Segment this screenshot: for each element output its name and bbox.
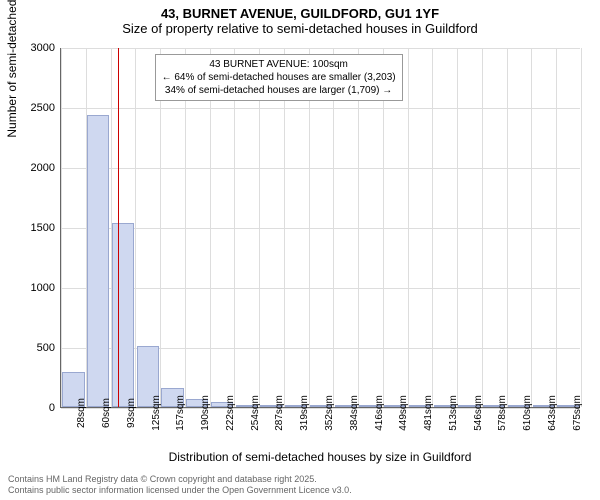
- gridline-horizontal: [61, 108, 580, 109]
- gridline-vertical: [457, 48, 458, 407]
- ytick-label: 2000: [15, 162, 55, 174]
- xtick-label: 610sqm: [522, 395, 533, 431]
- xtick-label: 578sqm: [497, 395, 508, 431]
- chart-area: 43 BURNET AVENUE: 100sqm← 64% of semi-de…: [60, 48, 580, 408]
- histogram-bar: [112, 223, 134, 407]
- gridline-vertical: [234, 48, 235, 407]
- ytick-label: 500: [15, 342, 55, 354]
- xtick-label: 481sqm: [423, 395, 434, 431]
- xtick-label: 254sqm: [250, 395, 261, 431]
- ytick-label: 3000: [15, 42, 55, 54]
- ytick-label: 0: [15, 402, 55, 414]
- gridline-horizontal: [61, 48, 580, 49]
- gridline-vertical: [61, 48, 62, 407]
- gridline-horizontal: [61, 228, 580, 229]
- y-axis-label: Number of semi-detached properties: [5, 0, 19, 138]
- chart-title-line1: 43, BURNET AVENUE, GUILDFORD, GU1 1YF: [0, 6, 600, 21]
- xtick-label: 352sqm: [324, 395, 335, 431]
- gridline-vertical: [482, 48, 483, 407]
- xtick-label: 449sqm: [398, 395, 409, 431]
- footer-attribution: Contains HM Land Registry data © Crown c…: [8, 474, 352, 496]
- xtick-label: 60sqm: [101, 398, 112, 428]
- gridline-vertical: [259, 48, 260, 407]
- gridline-vertical: [383, 48, 384, 407]
- gridline-horizontal: [61, 288, 580, 289]
- x-axis-label: Distribution of semi-detached houses by …: [169, 450, 472, 464]
- annotation-line: 34% of semi-detached houses are larger (…: [162, 84, 396, 97]
- ytick-label: 1000: [15, 282, 55, 294]
- gridline-vertical: [432, 48, 433, 407]
- chart-title-line2: Size of property relative to semi-detach…: [0, 21, 600, 36]
- footer-line1: Contains HM Land Registry data © Crown c…: [8, 474, 352, 485]
- gridline-vertical: [581, 48, 582, 407]
- annotation-box: 43 BURNET AVENUE: 100sqm← 64% of semi-de…: [155, 54, 403, 101]
- gridline-vertical: [333, 48, 334, 407]
- xtick-label: 190sqm: [200, 395, 211, 431]
- annotation-line: ← 64% of semi-detached houses are smalle…: [162, 71, 396, 84]
- xtick-label: 513sqm: [448, 395, 459, 431]
- xtick-label: 643sqm: [547, 395, 558, 431]
- reference-line: [118, 48, 119, 407]
- gridline-vertical: [160, 48, 161, 407]
- gridline-vertical: [284, 48, 285, 407]
- xtick-label: 28sqm: [76, 398, 87, 428]
- footer-line2: Contains public sector information licen…: [8, 485, 352, 496]
- gridline-vertical: [358, 48, 359, 407]
- gridline-vertical: [185, 48, 186, 407]
- xtick-label: 319sqm: [299, 395, 310, 431]
- gridline-vertical: [556, 48, 557, 407]
- xtick-label: 384sqm: [349, 395, 360, 431]
- chart-plot: 43 BURNET AVENUE: 100sqm← 64% of semi-de…: [60, 48, 580, 408]
- gridline-vertical: [210, 48, 211, 407]
- gridline-vertical: [507, 48, 508, 407]
- xtick-label: 287sqm: [274, 395, 285, 431]
- gridline-vertical: [408, 48, 409, 407]
- xtick-label: 675sqm: [572, 395, 583, 431]
- xtick-label: 416sqm: [374, 395, 385, 431]
- chart-title-block: 43, BURNET AVENUE, GUILDFORD, GU1 1YF Si…: [0, 0, 600, 38]
- annotation-line: 43 BURNET AVENUE: 100sqm: [162, 58, 396, 71]
- xtick-label: 157sqm: [175, 395, 186, 431]
- ytick-label: 1500: [15, 222, 55, 234]
- gridline-horizontal: [61, 168, 580, 169]
- ytick-label: 2500: [15, 102, 55, 114]
- xtick-label: 93sqm: [126, 398, 137, 428]
- histogram-bar: [87, 115, 109, 407]
- xtick-label: 546sqm: [473, 395, 484, 431]
- xtick-label: 222sqm: [225, 395, 236, 431]
- gridline-vertical: [531, 48, 532, 407]
- gridline-vertical: [309, 48, 310, 407]
- xtick-label: 125sqm: [151, 395, 162, 431]
